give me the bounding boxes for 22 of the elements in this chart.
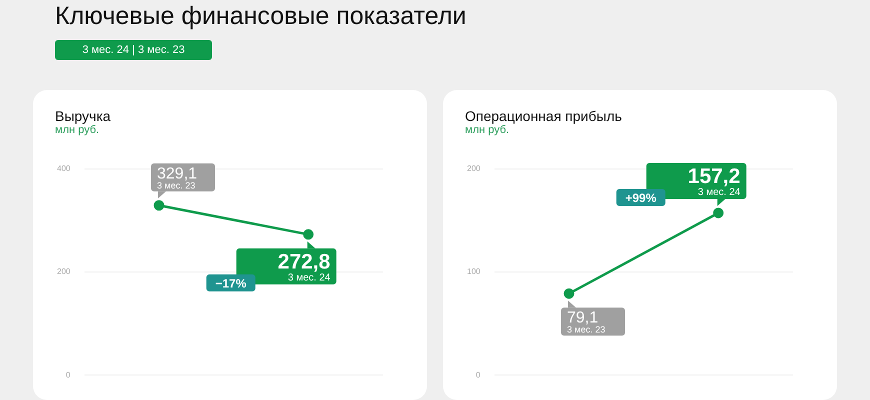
- x-tick-label: 3 мес. 24: [698, 186, 741, 198]
- y-tick-label: 100: [466, 267, 481, 276]
- text: 3 мес. 24 | 3 мес. 23: [55, 40, 212, 60]
- data-label: 272,8: [278, 250, 331, 274]
- chart-subtitle: млн руб.: [465, 124, 510, 136]
- y-tick-label: 0: [476, 370, 481, 380]
- y-tick-label: 400: [56, 164, 71, 174]
- annotation: +99%: [625, 190, 657, 205]
- chart-title: Выручка: [55, 108, 111, 124]
- y-tick-label: 0: [66, 370, 71, 380]
- x-tick-label: 3 мес. 24: [288, 272, 331, 284]
- data-label: 79,1: [567, 310, 598, 327]
- y-tick-label: 200: [56, 267, 71, 276]
- data-label: 329,1: [157, 165, 198, 182]
- data-label: 157,2: [688, 164, 740, 188]
- chart-subtitle: млн руб.: [55, 124, 100, 136]
- chart-title: Операционная прибыль: [465, 108, 622, 124]
- x-tick-label: 3 мес. 23: [157, 180, 196, 190]
- x-tick-label: 3 мес. 23: [567, 324, 606, 335]
- annotation: −17%: [215, 276, 247, 290]
- text: Ключевые финансовые показатели: [55, 2, 466, 31]
- y-tick-label: 200: [466, 164, 481, 174]
